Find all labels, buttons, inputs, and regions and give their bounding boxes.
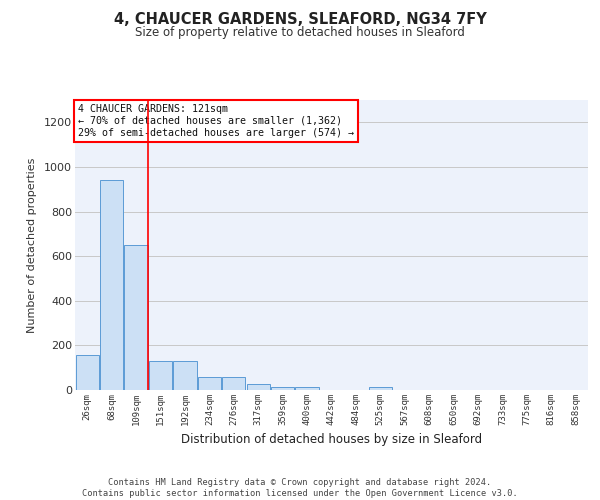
X-axis label: Distribution of detached houses by size in Sleaford: Distribution of detached houses by size … (181, 434, 482, 446)
Bar (149, 361, 172, 390)
Bar (198, 376, 221, 390)
Bar (76, 356, 99, 390)
Bar (100, 180, 123, 390)
Bar (173, 361, 197, 390)
Bar (271, 387, 294, 390)
Bar (295, 387, 319, 390)
Text: 4 CHAUCER GARDENS: 121sqm
← 70% of detached houses are smaller (1,362)
29% of se: 4 CHAUCER GARDENS: 121sqm ← 70% of detac… (77, 104, 353, 138)
Text: 4, CHAUCER GARDENS, SLEAFORD, NG34 7FY: 4, CHAUCER GARDENS, SLEAFORD, NG34 7FY (113, 12, 487, 28)
Text: Size of property relative to detached houses in Sleaford: Size of property relative to detached ho… (135, 26, 465, 39)
Bar (369, 387, 392, 390)
Bar (222, 376, 245, 390)
Bar (124, 245, 148, 390)
Y-axis label: Number of detached properties: Number of detached properties (27, 158, 37, 332)
Bar (247, 384, 270, 390)
Text: Contains HM Land Registry data © Crown copyright and database right 2024.
Contai: Contains HM Land Registry data © Crown c… (82, 478, 518, 498)
